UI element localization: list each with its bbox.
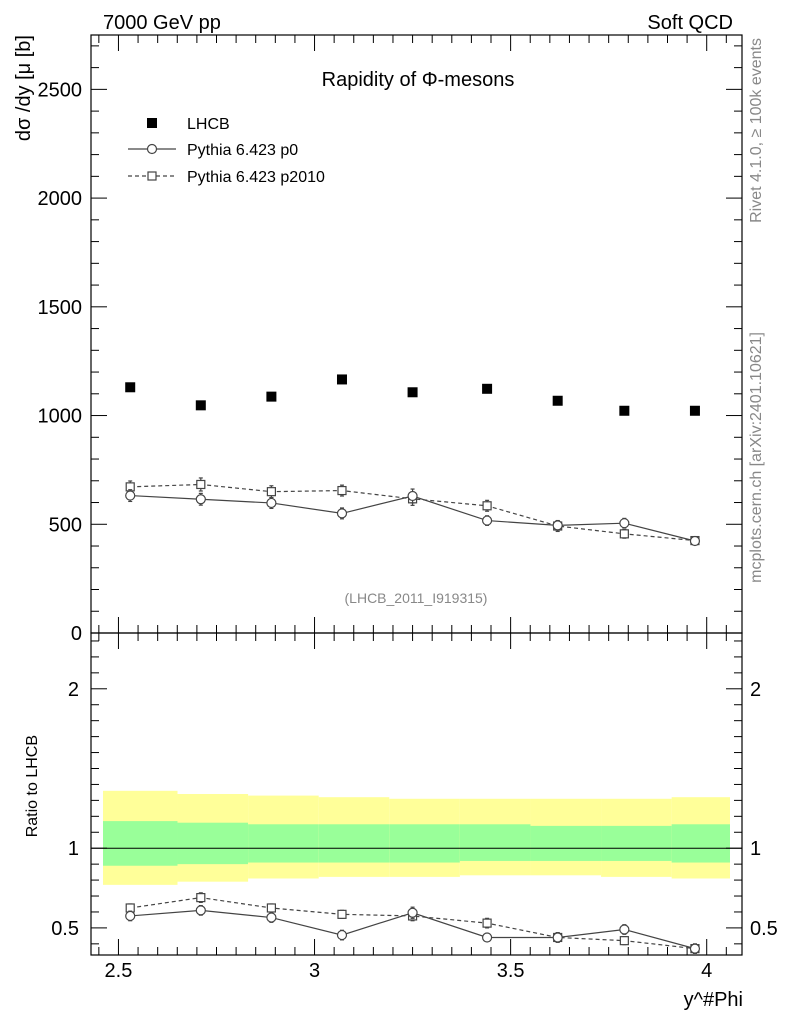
- inner-uncertainty-band: [601, 825, 672, 861]
- lhcb-data-point: [407, 387, 418, 398]
- ratio-p2010-line: [130, 897, 696, 950]
- ratio-p0-point: [195, 905, 206, 916]
- ratio-uncertainty-bands: [91, 790, 742, 885]
- legend-label-p0: Pythia 6.423 p0: [187, 142, 298, 159]
- ratio-p0-point: [552, 932, 563, 943]
- inner-uncertainty-band: [177, 822, 249, 865]
- p2010-point: [266, 487, 276, 497]
- lhcb-data-point: [195, 400, 206, 411]
- legend-label-lhcb: LHCB: [187, 116, 230, 133]
- p0-point: [195, 494, 206, 505]
- p2010-point: [619, 529, 629, 539]
- main-panel: 0 500 1000 1500 2000 2500 Rapidity of Φ-meson…: [13, 34, 743, 645]
- x-tick-label: 3.5: [497, 960, 525, 982]
- p0-point: [266, 497, 277, 509]
- ratio-p2010-point: [266, 903, 276, 913]
- ratio-frame: [90, 632, 743, 956]
- ratio-y-tick-label-right: 1: [750, 838, 761, 860]
- lhcb-data-point: [552, 395, 563, 406]
- legend-label-p2010: Pythia 6.423 p2010: [187, 169, 325, 186]
- lhcb-data-point: [336, 374, 347, 385]
- p0-point: [481, 515, 493, 526]
- y-axis-label: dσ /dy [μ [b]: [13, 35, 35, 141]
- y-tick-label: 0: [71, 623, 82, 645]
- lhcb-data-point: [266, 391, 277, 402]
- inner-uncertainty-band: [671, 824, 730, 863]
- ratio-y-tick-label-left: 2: [68, 679, 79, 701]
- y-tick-label: 2000: [38, 188, 83, 210]
- inner-uncertainty-band: [248, 824, 319, 863]
- lhcb-data-point: [619, 405, 630, 416]
- y-tick-label: 2500: [38, 79, 83, 101]
- p0-point: [619, 518, 630, 529]
- inner-uncertainty-band: [389, 824, 460, 863]
- lhcb-data-point: [125, 382, 136, 393]
- rivet-label: Rivet 4.1.0, ≥ 100k events: [748, 38, 765, 223]
- y-tick-label: 1000: [38, 406, 83, 428]
- p2010-point: [482, 501, 492, 511]
- chart-title: Rapidity of Φ-mesons: [322, 69, 515, 91]
- ratio-p0-point: [481, 932, 493, 943]
- p0-point: [689, 535, 701, 547]
- ratio-p0-point: [407, 907, 418, 918]
- ratio-p0-point: [336, 929, 348, 941]
- y-tick-label: 500: [49, 514, 82, 536]
- x-tick-label: 4: [701, 960, 712, 982]
- ratio-y-tick-label-right: 0.5: [750, 918, 778, 940]
- legend-marker-p2010: [147, 171, 157, 181]
- ratio-p2010-point: [337, 909, 347, 919]
- legend: LHCB Pythia 6.423 p0 Pythia 6.423 p2010: [128, 116, 325, 186]
- ratio-series: [125, 892, 701, 955]
- inner-uncertainty-band: [318, 824, 390, 863]
- ratio-p0-point: [689, 943, 701, 954]
- analysis-id: (LHCB_2011_I919315): [345, 590, 488, 606]
- y-tick-label: 1500: [38, 297, 83, 319]
- ratio-y-tick-label-left: 0.5: [51, 918, 79, 940]
- p0-point: [125, 490, 136, 501]
- x-tick-label: 3: [309, 960, 320, 982]
- main-axis-ticks: 0 500 1000 1500 2000 2500: [38, 35, 742, 645]
- x-tick-label: 2.5: [105, 960, 133, 982]
- ratio-y-tick-label-right: 2: [750, 679, 761, 701]
- ratio-p2010-point: [482, 918, 492, 928]
- inner-uncertainty-band: [103, 821, 178, 866]
- legend-marker-lhcb: [147, 118, 157, 128]
- lhcb-data-point: [689, 405, 700, 416]
- legend-marker-p0: [146, 143, 158, 155]
- ratio-y-axis-label: Ratio to LHCB: [24, 735, 41, 837]
- ratio-axis-ticks: 0.5 0.5 1 1 2 2 2.5 3 3.5 4: [51, 633, 778, 982]
- ratio-p0-point: [266, 912, 277, 923]
- mcplots-label: mcplots.cern.ch [arXiv:2401.10621]: [748, 332, 765, 583]
- header-energy: 7000 GeV pp: [103, 12, 221, 34]
- inner-uncertainty-band: [530, 825, 602, 861]
- p0-point: [336, 508, 348, 519]
- main-series: [125, 374, 701, 547]
- lhcb-data-point: [482, 383, 493, 394]
- p2010-point: [337, 485, 347, 496]
- p0-point: [552, 520, 563, 531]
- ratio-y-tick-label-left: 1: [68, 838, 79, 860]
- ratio-p0-point: [125, 910, 136, 922]
- ratio-p2010-point: [196, 893, 206, 903]
- ratio-panel: 0.5 0.5 1 1 2 2 2.5 3 3.5 4 Ratio to LHCB y^#Phi: [24, 632, 778, 1011]
- ratio-p2010-point: [619, 936, 629, 946]
- p0-point: [407, 490, 418, 502]
- p2010-point: [196, 479, 206, 490]
- ratio-p0-point: [619, 924, 630, 935]
- inner-uncertainty-band: [459, 824, 531, 861]
- header-category: Soft QCD: [647, 12, 733, 34]
- x-axis-label: y^#Phi: [684, 989, 743, 1011]
